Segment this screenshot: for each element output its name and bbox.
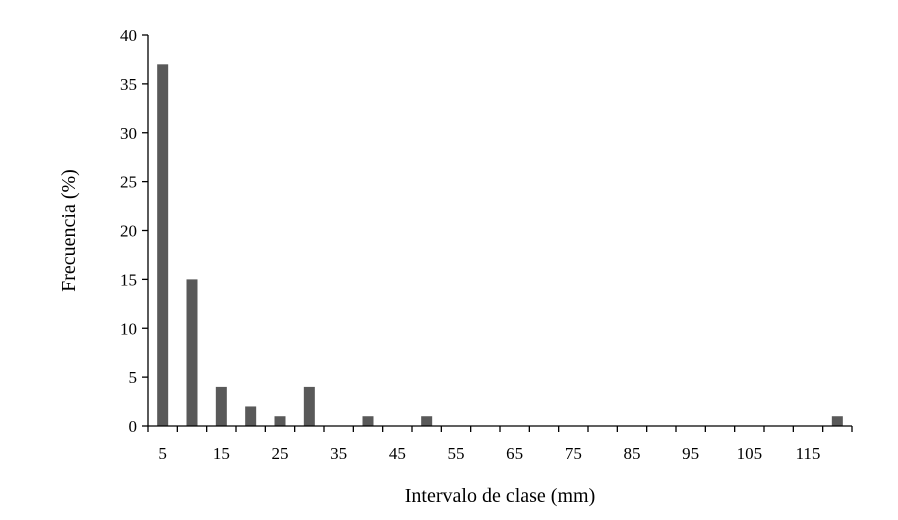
x-tick-label: 75 — [565, 444, 582, 463]
x-tick-label: 115 — [796, 444, 821, 463]
bar-15 — [215, 386, 227, 426]
y-tick-label: 10 — [120, 319, 137, 338]
x-axis-title: Intervalo de clase (mm) — [405, 485, 595, 507]
y-tick-label: 35 — [120, 75, 137, 94]
bar-30 — [303, 386, 315, 426]
y-tick-label: 25 — [120, 173, 137, 192]
bar-50 — [421, 416, 433, 426]
bar-20 — [245, 406, 257, 426]
y-tick-label: 20 — [120, 222, 137, 241]
x-tick-label: 15 — [213, 444, 230, 463]
y-ticks-group: 0 5 10 15 20 25 30 35 40 — [120, 26, 148, 436]
x-tick-label: 85 — [624, 444, 641, 463]
bar-5 — [157, 64, 169, 426]
bar-40 — [362, 416, 374, 426]
x-tick-label: 5 — [158, 444, 167, 463]
x-tick-label: 35 — [330, 444, 347, 463]
x-tick-label: 105 — [737, 444, 763, 463]
x-tick-label: 95 — [682, 444, 699, 463]
y-axis-title: Frecuencia (%) — [58, 169, 80, 292]
x-ticks-group: 5 15 25 35 45 55 65 75 85 95 105 115 — [147, 426, 853, 463]
bar-120 — [831, 416, 843, 426]
bar-10 — [186, 279, 198, 427]
x-tick-label: 45 — [389, 444, 406, 463]
y-tick-label: 15 — [120, 270, 137, 289]
y-tick-label: 0 — [129, 417, 138, 436]
x-tick-label: 25 — [272, 444, 289, 463]
y-tick-label: 30 — [120, 124, 137, 143]
y-tick-label: 5 — [129, 368, 138, 387]
x-tick-label: 55 — [448, 444, 465, 463]
y-tick-label: 40 — [120, 26, 137, 45]
bars-group — [157, 64, 843, 427]
bar-25 — [274, 416, 286, 426]
x-tick-label: 65 — [506, 444, 523, 463]
